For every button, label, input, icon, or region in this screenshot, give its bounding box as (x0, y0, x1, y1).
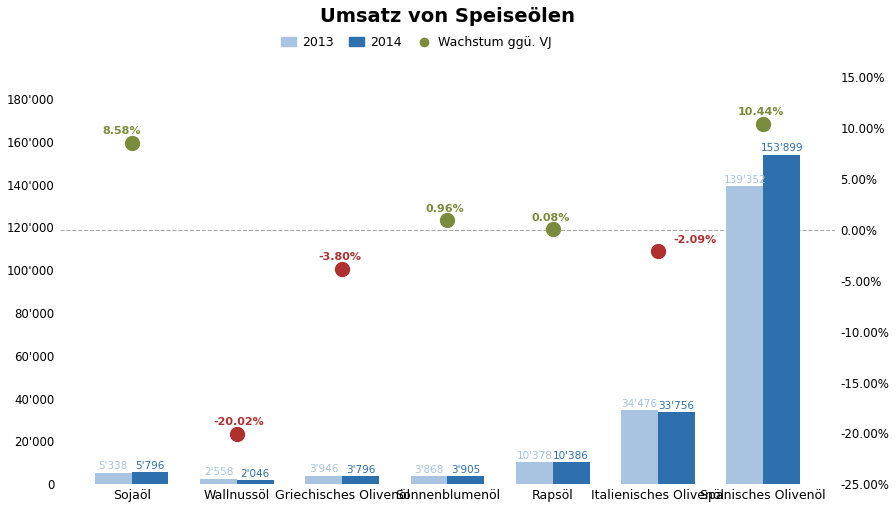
Bar (516, 462, 553, 484)
Text: 10'386: 10'386 (553, 450, 589, 461)
Legend: 2013, 2014, Wachstum ggü. VJ: 2013, 2014, Wachstum ggü. VJ (276, 31, 556, 54)
Text: -2.09%: -2.09% (674, 235, 717, 245)
Text: 2'558: 2'558 (203, 467, 233, 477)
Bar (727, 186, 763, 484)
Text: 5'796: 5'796 (135, 461, 165, 470)
Text: 153'899: 153'899 (761, 144, 803, 154)
Bar (621, 410, 658, 484)
Point (440, 216, 454, 224)
Bar (237, 480, 274, 484)
Text: 3'796: 3'796 (346, 465, 375, 475)
Text: -3.80%: -3.80% (319, 252, 362, 262)
Text: 0.08%: 0.08% (531, 213, 570, 223)
Text: 3'905: 3'905 (452, 465, 480, 474)
Text: 0.96%: 0.96% (426, 204, 465, 214)
Bar (342, 476, 379, 484)
Text: 33'756: 33'756 (659, 401, 694, 411)
Point (125, 138, 139, 147)
Point (546, 225, 560, 233)
Point (335, 265, 349, 273)
Bar (658, 412, 694, 484)
Title: Umsatz von Speiseölen: Umsatz von Speiseölen (320, 7, 575, 26)
Point (650, 247, 665, 256)
Point (756, 120, 771, 128)
Bar (132, 472, 168, 484)
Bar (200, 479, 237, 484)
Text: 8.58%: 8.58% (102, 126, 141, 136)
Text: 3'946: 3'946 (309, 465, 339, 474)
Text: 34'476: 34'476 (622, 399, 658, 409)
Text: 5'338: 5'338 (99, 462, 128, 471)
Bar (95, 473, 132, 484)
Text: 10.44%: 10.44% (738, 107, 784, 118)
Text: 139'352: 139'352 (723, 175, 766, 185)
Text: 2'046: 2'046 (241, 468, 270, 478)
Text: 3'868: 3'868 (414, 465, 444, 474)
Text: 10'378: 10'378 (516, 450, 552, 461)
Bar (553, 462, 590, 484)
Bar (447, 476, 484, 484)
Bar (306, 476, 342, 484)
Text: -20.02%: -20.02% (213, 417, 264, 427)
Bar (410, 476, 447, 484)
Point (229, 430, 244, 438)
Bar (763, 155, 800, 484)
